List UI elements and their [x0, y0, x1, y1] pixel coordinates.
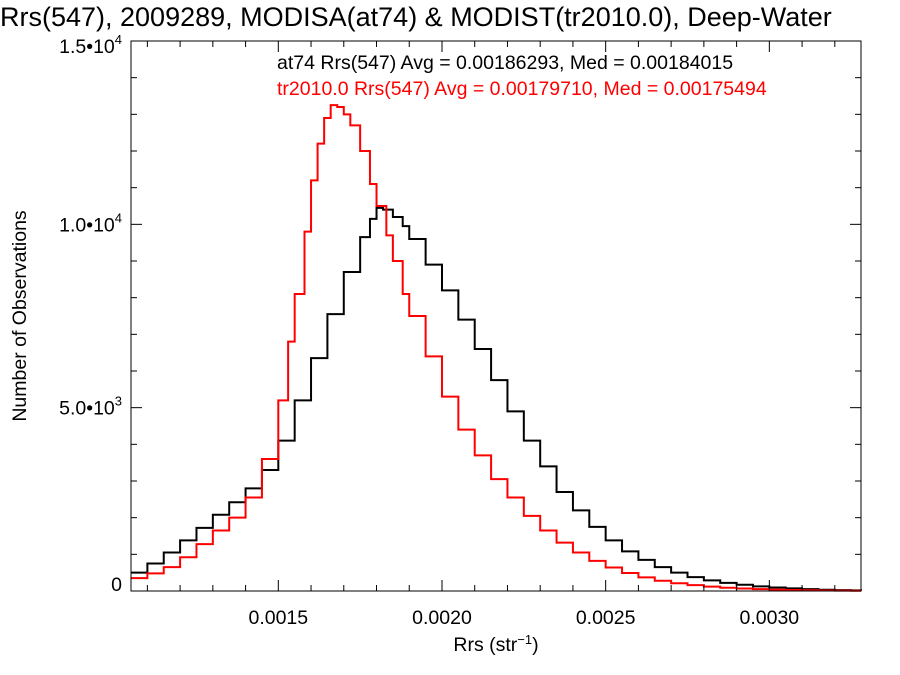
series-tr2010-line: [131, 104, 862, 592]
y-tick-label: 1.5•104: [59, 32, 122, 58]
series-at74-line: [131, 206, 862, 592]
plot-frame: [130, 40, 862, 592]
annotation-tr2010-stats: tr2010.0 Rrs(547) Avg = 0.00179710, Med …: [277, 78, 767, 100]
annotation-group: at74 Rrs(547) Avg = 0.00186293, Med = 0.…: [277, 52, 767, 100]
series-group: [131, 104, 862, 592]
x-tick-label: 0.0025: [576, 607, 636, 629]
x-axis-label: Rrs (str−1): [453, 632, 538, 656]
x-axis-label-sup: −1: [517, 632, 532, 647]
x-tick-label: 0.0030: [740, 607, 800, 629]
tick-labels: 0.0015 0.0020 0.0025 0.0030 0 5.0•103 1.0•104 1…: [59, 32, 799, 629]
y-tick-label: 0: [111, 574, 122, 596]
annotation-at74-stats: at74 Rrs(547) Avg = 0.00186293, Med = 0.…: [277, 52, 733, 74]
x-tick-label: 0.0020: [412, 607, 472, 629]
y-tick-label: 1.0•104: [59, 210, 122, 236]
chart-title: Rrs(547), 2009289, MODISA(at74) & MODIST…: [0, 2, 832, 32]
axis-ticks: [131, 40, 861, 592]
x-axis-label-main: Rrs (str: [453, 634, 517, 656]
y-axis-label: Number of Observations: [9, 210, 31, 422]
y-tick-label: 5.0•103: [59, 394, 122, 420]
x-tick-label: 0.0015: [248, 607, 308, 629]
x-axis-label-close: ): [532, 634, 539, 656]
